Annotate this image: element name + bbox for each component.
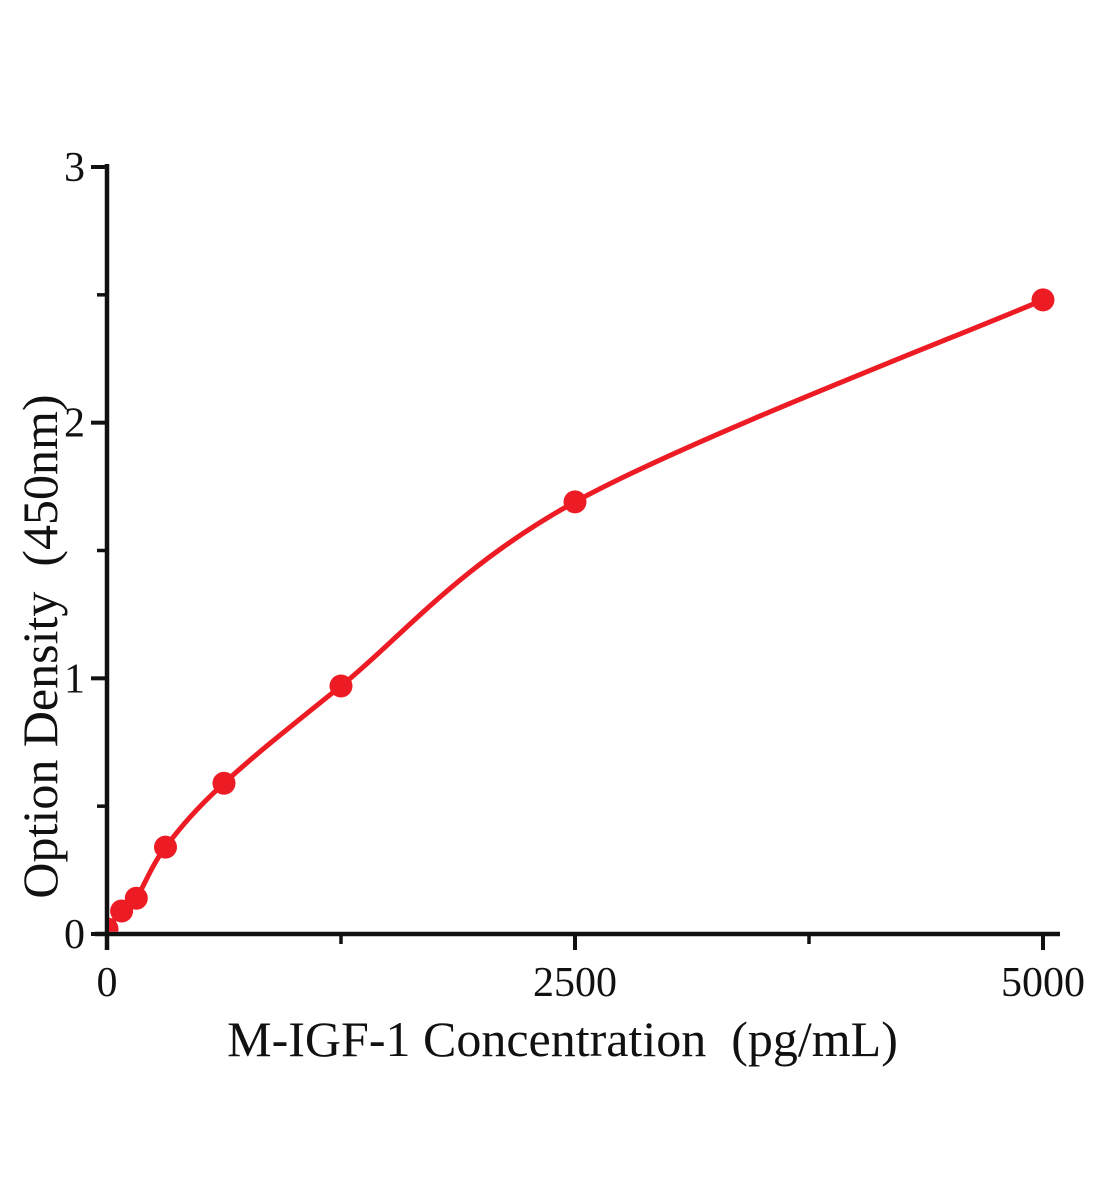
x-tick-label: 5000: [1001, 960, 1085, 1006]
y-axis-label: Option Density (450nm): [12, 369, 68, 899]
data-point-dot: [1031, 288, 1055, 312]
fit-curve-line: [109, 297, 1046, 931]
x-tick-label: 2500: [533, 960, 617, 1006]
data-point-dot: [212, 771, 236, 795]
data-point-dot: [124, 886, 148, 910]
y-tick-label: 1: [64, 656, 85, 702]
x-axis-label: M-IGF-1 Concentration (pg/mL): [227, 1011, 923, 1067]
y-tick-label: 2: [64, 401, 85, 447]
data-point-dot: [109, 917, 119, 932]
x-tick-label: 0: [97, 960, 118, 1006]
data-point-dot: [154, 835, 177, 859]
series-group: [109, 288, 1055, 932]
y-tick-label: 0: [64, 912, 85, 958]
data-point-dot: [329, 674, 353, 698]
data-point-dot: [563, 490, 587, 514]
y-tick-label: 3: [64, 145, 85, 191]
